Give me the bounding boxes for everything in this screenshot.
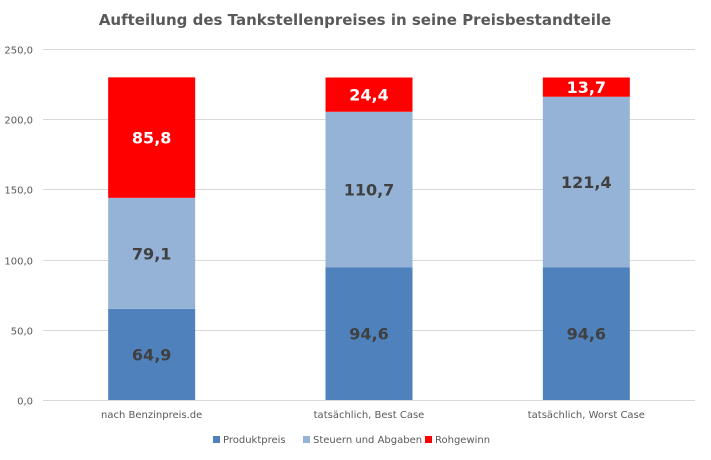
y-tick-label: 200,0: [4, 116, 33, 127]
bar-segment: [325, 77, 413, 112]
data-label: 110,7: [344, 180, 395, 199]
bar-segment: [542, 267, 630, 400]
data-label: 94,6: [349, 325, 388, 344]
legend-label: Rohgewinn: [435, 435, 490, 446]
bar-segment: [542, 77, 630, 97]
x-axis-categories: nach Benzinpreis.de tatsächlich, Best Cas…: [101, 410, 645, 421]
bar-segment: [108, 77, 196, 198]
y-tick-label: 50,0: [11, 327, 33, 338]
legend-swatch: [303, 436, 310, 443]
data-label: 13,7: [567, 78, 606, 97]
legend-swatch: [425, 436, 432, 443]
bar-segment: [325, 111, 413, 268]
data-label: 94,6: [567, 325, 606, 344]
bar-segment: [542, 96, 630, 268]
data-label: 64,9: [132, 345, 171, 364]
legend-swatch: [213, 436, 220, 443]
x-category-label: nach Benzinpreis.de: [101, 410, 202, 421]
y-tick-label: 250,0: [4, 46, 33, 57]
bars: [108, 77, 630, 400]
x-category-label: tatsächlich, Best Case: [314, 410, 425, 421]
y-tick-label: 150,0: [4, 186, 33, 197]
y-tick-label: 0,0: [17, 397, 33, 408]
data-label: 121,4: [561, 173, 612, 192]
x-category-label: tatsächlich, Worst Case: [528, 410, 645, 421]
data-label: 24,4: [349, 86, 388, 105]
data-label: 79,1: [132, 244, 171, 263]
bar-segment: [325, 267, 413, 400]
legend-label: Steuern und Abgaben: [313, 435, 422, 446]
legend: Produktpreis Steuern und Abgaben Rohgewinn: [213, 435, 490, 446]
y-axis-ticks: 0,0 50,0 100,0 150,0 200,0 250,0: [4, 46, 33, 408]
chart-title: Aufteilung des Tankstellenpreises in sei…: [99, 11, 611, 29]
data-labels: 64,9 79,1 85,8 94,6 110,7 24,4 94,6 121,4 13,7: [132, 78, 612, 364]
bar-segment: [108, 197, 196, 309]
legend-label: Produktpreis: [223, 435, 286, 446]
bar-segment: [108, 308, 196, 400]
data-label: 85,8: [132, 129, 171, 148]
y-tick-label: 100,0: [4, 257, 33, 268]
